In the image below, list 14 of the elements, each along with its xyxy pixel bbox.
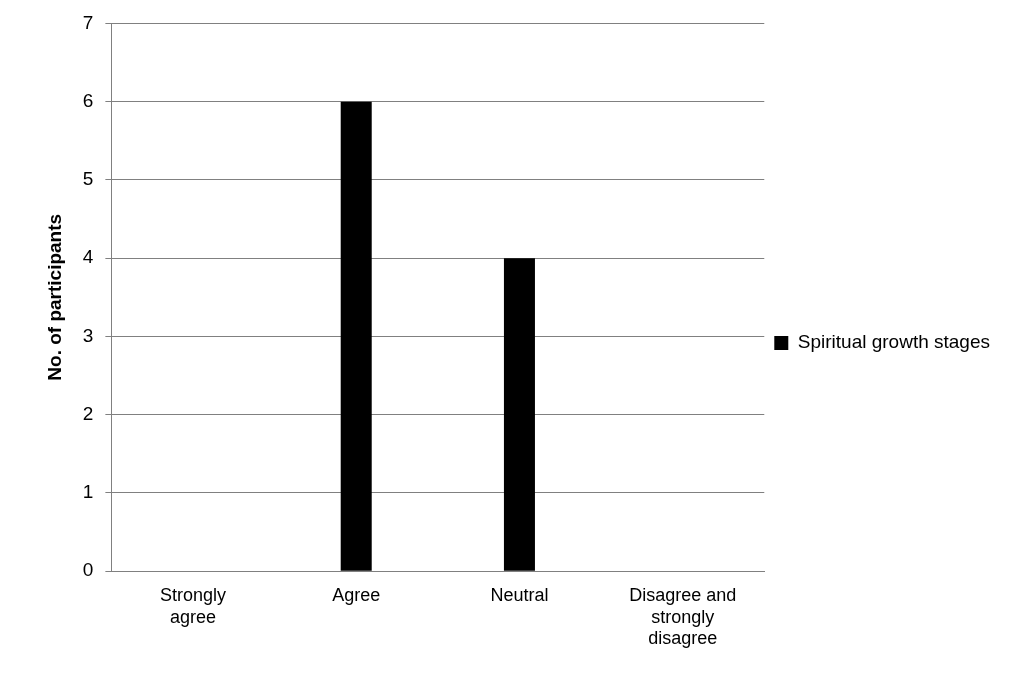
y-tick-label: 0 (82, 559, 94, 581)
y-tick-label: 3 (82, 324, 94, 346)
x-tick-label: Agree (332, 584, 381, 605)
x-tick-label: Neutral (490, 584, 549, 605)
y-tick-label: 5 (82, 168, 94, 190)
y-tick-label: 4 (82, 246, 94, 268)
y-tick-label: 2 (82, 402, 94, 424)
legend-label: Spiritual growth stages (797, 331, 991, 353)
x-tick-label: Strongly agree (159, 584, 227, 627)
y-axis-title: No. of participants (43, 213, 65, 381)
y-tick-label: 7 (82, 11, 94, 33)
x-tick-label: Disagree and strongly disagree (629, 584, 737, 649)
y-tick-label: 1 (82, 481, 94, 503)
y-tick-label: 6 (82, 89, 94, 111)
